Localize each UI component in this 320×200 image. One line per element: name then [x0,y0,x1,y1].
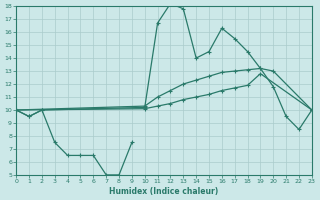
X-axis label: Humidex (Indice chaleur): Humidex (Indice chaleur) [109,187,219,196]
